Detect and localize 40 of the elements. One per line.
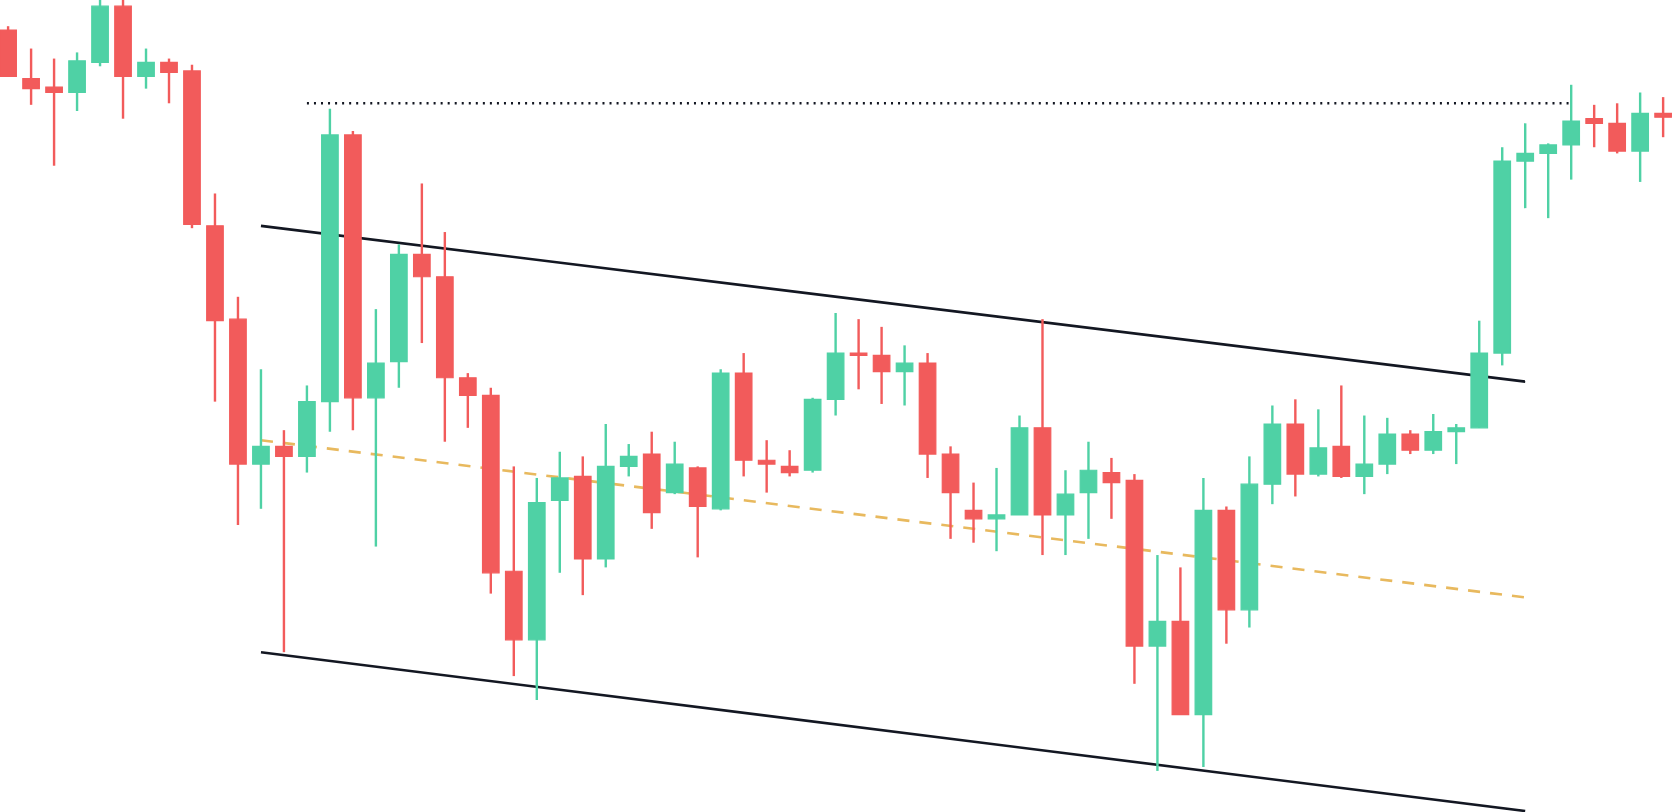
candlestick [68,51,86,113]
candlestick [895,343,914,407]
candlestick [1102,456,1121,520]
candlestick [550,450,569,574]
candlestick [1332,384,1351,480]
candlestick [275,428,293,654]
candlestick [1355,414,1374,496]
candlestick [1148,553,1167,772]
candlestick [1631,91,1650,183]
candlestick [458,371,477,429]
candlestick [412,182,431,345]
candlestick [941,444,960,540]
candlestick [780,448,799,478]
candlestick [826,311,845,417]
candlestick [619,442,638,478]
candlestick [1079,440,1098,540]
candlestick [849,317,868,391]
candlestick [1585,103,1604,149]
candlestick [1056,468,1075,557]
candlestick [0,24,17,78]
candlestick [1401,428,1420,456]
candlestick [160,57,178,105]
candlestick [1309,407,1328,478]
candlestick [665,440,684,496]
candlestick [1447,422,1466,466]
candlestick [45,57,63,167]
candlestick [1424,412,1443,456]
candlestick [1539,142,1558,220]
candlestick [252,367,270,510]
candlestick [1378,416,1397,476]
candlestick [987,466,1006,553]
candlestick [22,47,40,106]
candlestick [367,307,385,548]
candlestick [137,47,155,90]
candlestick [757,438,776,494]
candlestick [688,465,707,559]
candlestick [1608,101,1627,155]
candlestick [872,325,891,406]
candlestick [1562,83,1581,181]
candlestick [1516,121,1535,210]
